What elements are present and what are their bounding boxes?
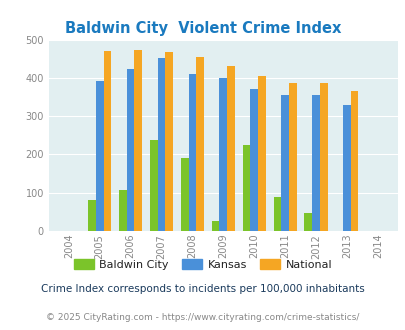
- Bar: [134, 50, 142, 231]
- Bar: [258, 76, 265, 231]
- Bar: [196, 57, 203, 231]
- Bar: [342, 105, 350, 231]
- Bar: [288, 83, 296, 231]
- Bar: [157, 58, 165, 231]
- Bar: [165, 52, 173, 231]
- Bar: [350, 90, 358, 231]
- Legend: Baldwin City, Kansas, National: Baldwin City, Kansas, National: [69, 255, 336, 274]
- Bar: [281, 95, 288, 231]
- Bar: [250, 89, 258, 231]
- Bar: [311, 95, 319, 231]
- Text: © 2025 CityRating.com - https://www.cityrating.com/crime-statistics/: © 2025 CityRating.com - https://www.city…: [46, 313, 359, 322]
- Bar: [126, 69, 134, 231]
- Bar: [149, 140, 157, 231]
- Bar: [242, 145, 250, 231]
- Bar: [273, 197, 281, 231]
- Bar: [211, 221, 219, 231]
- Bar: [304, 213, 311, 231]
- Bar: [227, 66, 234, 231]
- Bar: [88, 200, 96, 231]
- Text: Crime Index corresponds to incidents per 100,000 inhabitants: Crime Index corresponds to incidents per…: [41, 284, 364, 294]
- Text: Baldwin City  Violent Crime Index: Baldwin City Violent Crime Index: [65, 21, 340, 36]
- Bar: [319, 83, 327, 231]
- Bar: [119, 190, 126, 231]
- Bar: [188, 74, 196, 231]
- Bar: [103, 51, 111, 231]
- Bar: [180, 158, 188, 231]
- Bar: [96, 81, 103, 231]
- Bar: [219, 78, 227, 231]
